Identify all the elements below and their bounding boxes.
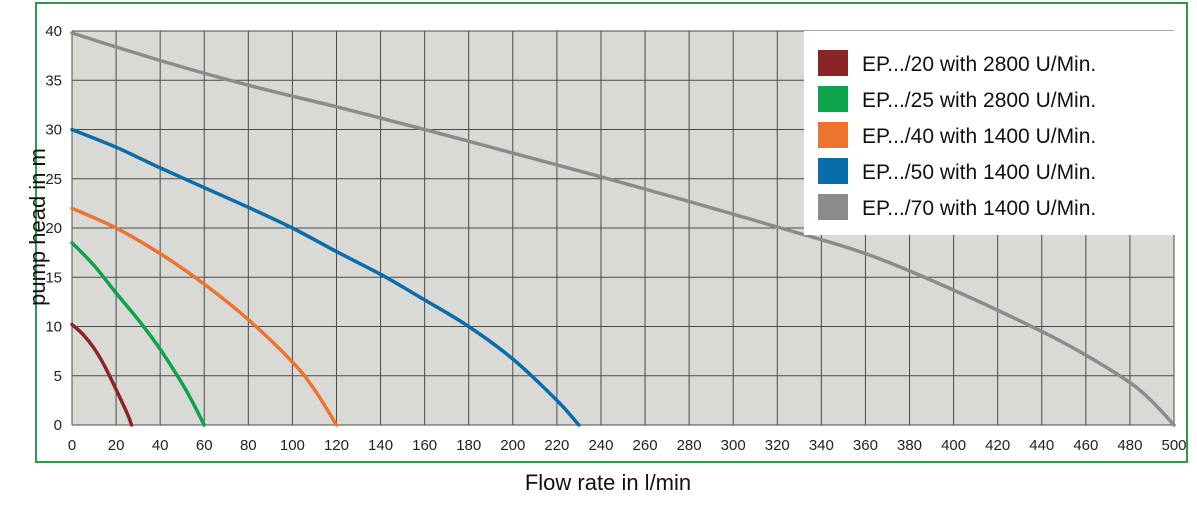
x-tick-label: 80 xyxy=(240,437,257,454)
x-tick-labels: 0 20 40 60 80 100 120 140 160 180 200 220 240 260 280 3… xyxy=(68,437,1186,454)
y-tick-label: 5 xyxy=(54,368,62,385)
x-tick-label: 460 xyxy=(1073,437,1098,454)
y-tick-label: 20 xyxy=(45,220,62,237)
x-tick-label: 420 xyxy=(985,437,1010,454)
legend-swatch xyxy=(818,194,848,220)
series-line-4 xyxy=(70,31,1176,427)
x-tick-label: 200 xyxy=(500,437,525,454)
y-tick-label: 40 xyxy=(45,23,62,40)
y-tick-label: 25 xyxy=(45,171,62,188)
y-tick-label: 30 xyxy=(45,122,62,139)
legend-swatch xyxy=(818,50,848,76)
x-tick-label: 160 xyxy=(412,437,437,454)
chart-plot: 0 5 10 15 20 25 30 35 40 0 20 40 60 80 100 120 140 160 18… xyxy=(45,23,1186,454)
x-tick-label: 480 xyxy=(1117,437,1142,454)
legend-label: EP.../50 with 1400 U/Min. xyxy=(862,161,1096,184)
series-line-1 xyxy=(70,241,206,427)
series-line-2 xyxy=(70,206,339,427)
x-tick-label: 220 xyxy=(544,437,569,454)
y-axis-label: pump head in m xyxy=(25,148,50,306)
x-tick-label: 380 xyxy=(897,437,922,454)
series-lines xyxy=(70,31,1176,427)
legend: EP.../20 with 2800 U/Min. EP.../25 with 2… xyxy=(804,31,1175,235)
legend-swatch xyxy=(818,158,848,184)
series-line-3 xyxy=(70,127,581,427)
legend-label: EP.../40 with 1400 U/Min. xyxy=(862,125,1096,148)
x-tick-label: 400 xyxy=(941,437,966,454)
y-tick-labels: 0 5 10 15 20 25 30 35 40 xyxy=(45,23,62,434)
x-tick-label: 140 xyxy=(368,437,393,454)
x-tick-label: 440 xyxy=(1029,437,1054,454)
x-tick-label: 320 xyxy=(765,437,790,454)
x-tick-label: 100 xyxy=(280,437,305,454)
x-tick-label: 260 xyxy=(633,437,658,454)
y-tick-label: 0 xyxy=(54,417,62,434)
x-tick-label: 360 xyxy=(853,437,878,454)
x-tick-label: 40 xyxy=(152,437,169,454)
x-tick-label: 340 xyxy=(809,437,834,454)
legend-swatch xyxy=(818,86,848,112)
x-tick-label: 240 xyxy=(588,437,613,454)
x-tick-label: 20 xyxy=(108,437,125,454)
chart-frame: 0 5 10 15 20 25 30 35 40 0 20 40 60 80 100 120 140 160 18… xyxy=(35,2,1188,463)
y-tick-label: 10 xyxy=(45,319,62,336)
x-tick-label: 60 xyxy=(196,437,213,454)
x-tick-label: 180 xyxy=(456,437,481,454)
legend-box xyxy=(804,31,1175,235)
y-tick-label: 15 xyxy=(45,269,62,286)
x-tick-label: 280 xyxy=(677,437,702,454)
x-tick-label: 500 xyxy=(1161,437,1186,454)
x-tick-label: 300 xyxy=(721,437,746,454)
legend-swatch xyxy=(818,122,848,148)
x-tick-label: 0 xyxy=(68,437,76,454)
x-tick-label: 120 xyxy=(324,437,349,454)
series-line-0 xyxy=(70,322,134,427)
legend-label: EP.../25 with 2800 U/Min. xyxy=(862,89,1096,112)
legend-label: EP.../20 with 2800 U/Min. xyxy=(862,53,1096,76)
y-tick-label: 35 xyxy=(45,72,62,89)
legend-label: EP.../70 with 1400 U/Min. xyxy=(862,197,1096,220)
x-axis-label: Flow rate in l/min xyxy=(524,470,692,495)
